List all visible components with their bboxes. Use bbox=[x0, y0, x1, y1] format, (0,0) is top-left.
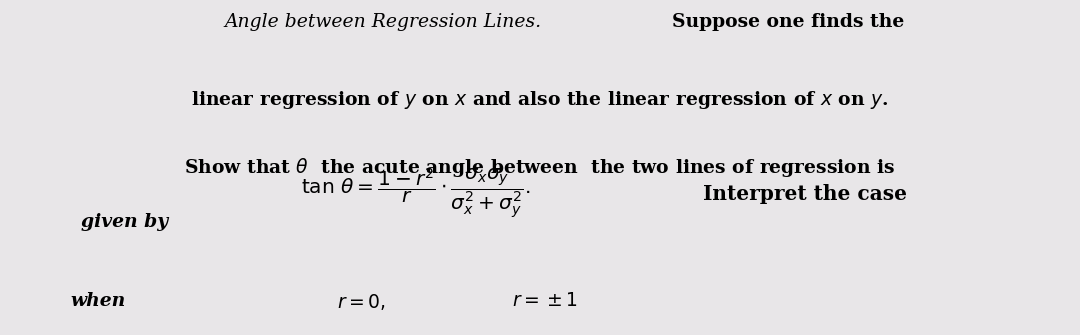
Text: $r=0,$: $r=0,$ bbox=[337, 291, 387, 312]
Text: linear regression of $y$ on $x$ and also the linear regression of $x$ on $y$.: linear regression of $y$ on $x$ and also… bbox=[191, 89, 889, 111]
Text: Angle between Regression Lines.: Angle between Regression Lines. bbox=[225, 13, 542, 31]
Text: Show that $\theta$  the acute angle between  the two lines of regression is: Show that $\theta$ the acute angle betwe… bbox=[185, 156, 895, 179]
Text: Interpret the case: Interpret the case bbox=[703, 184, 906, 204]
Text: $r=\pm 1$: $r=\pm 1$ bbox=[513, 292, 578, 311]
Text: Suppose one finds the: Suppose one finds the bbox=[672, 13, 905, 31]
Text: given by: given by bbox=[81, 213, 168, 231]
Text: $\tan\,\theta = \dfrac{1-r^2}{r}\cdot\dfrac{\sigma_x\sigma_y}{\sigma_x^2+\sigma_: $\tan\,\theta = \dfrac{1-r^2}{r}\cdot\df… bbox=[301, 167, 530, 221]
Text: when: when bbox=[70, 292, 125, 311]
